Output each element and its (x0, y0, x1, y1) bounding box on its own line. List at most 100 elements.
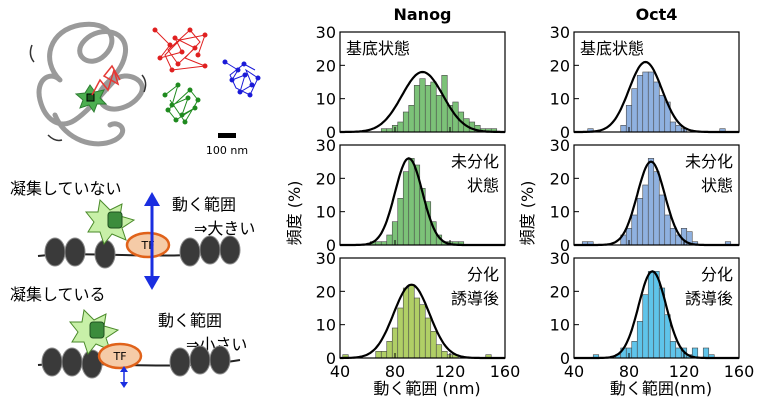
histogram-bar (631, 341, 638, 359)
x-tick-label: 40 (330, 362, 350, 381)
histogram-bar (408, 284, 415, 359)
plot-frame (573, 31, 740, 133)
chromatin-fiber (36, 21, 145, 147)
condition-label: 基底状態 (346, 39, 410, 58)
tf-dot (86, 93, 95, 102)
arrowhead-up (120, 366, 128, 372)
histogram-bar (669, 228, 677, 246)
histogram-bar (631, 88, 638, 133)
histogram-bar (402, 111, 410, 133)
histogram-bar (653, 271, 660, 359)
histogram-bar (642, 184, 649, 246)
histogram-nanog-0: 0 10 20 30 Nanog 基底状態 (316, 5, 506, 142)
x-tick-label: 80 (385, 362, 405, 381)
histogram-bar (435, 344, 443, 359)
plot-frame (339, 257, 506, 359)
histogram-bar (647, 71, 655, 133)
y-tick-label: 0 (560, 236, 570, 255)
y-tick-label: 0 (326, 123, 336, 142)
chart-title: Oct4 (636, 5, 678, 24)
histogram-bar (636, 321, 644, 359)
histogram-bar (413, 85, 421, 133)
histogram-bar (397, 121, 404, 133)
scenario-condensed: 凝集している 動く範囲 ⇒小さい TF (10, 285, 247, 388)
plot-frame (573, 257, 740, 359)
y-tick-label: 10 (316, 316, 336, 335)
histogram-bar (397, 307, 404, 359)
histogram-bar (675, 125, 682, 133)
scenario-title: 凝集している (10, 285, 106, 304)
histogram-bar (664, 214, 671, 246)
gaussian-fit-line (340, 70, 505, 134)
scale-bar-label: 100 nm (206, 144, 248, 157)
histogram-bar (435, 95, 443, 133)
cofactor-cylinder (107, 211, 123, 229)
motion-mark (47, 134, 63, 142)
trajectory-blue (222, 59, 261, 98)
histogram-bar (430, 81, 437, 133)
histogram-bar (386, 341, 393, 359)
histogram-bar (631, 214, 638, 246)
motion-mark (141, 74, 147, 93)
histogram-bar (419, 78, 426, 133)
histogram-bar (636, 75, 644, 133)
condition-label: 誘導後 (451, 289, 499, 308)
histogram-bar (397, 198, 404, 246)
y-tick-label: 20 (316, 56, 336, 75)
y-tick-label: 10 (316, 90, 336, 109)
histogram-bar (669, 341, 677, 359)
scenario-title: 凝集していない (10, 179, 122, 198)
histogram-bar (424, 317, 432, 359)
y-axis-label-left: 頻度 (%) (285, 181, 304, 246)
trajectory-red (152, 27, 208, 73)
range-label: 動く範囲 (158, 311, 222, 330)
histogram-bar (402, 287, 410, 359)
chart-title: Nanog (393, 5, 451, 24)
y-tick-label: 0 (560, 123, 570, 142)
histogram-bar (669, 121, 677, 133)
scenario-not-condensed: 凝集していない 動く範囲 ⇒大きい TF (10, 179, 255, 290)
histogram-bar (702, 347, 710, 359)
chromatin-trajectory-illustration: 100 nm (29, 21, 261, 157)
nucleosome-row (41, 345, 231, 379)
tf-ellipse (125, 231, 171, 259)
arrowhead-down (144, 276, 160, 290)
tf-label: TF (112, 350, 126, 363)
y-tick-label: 10 (550, 203, 570, 222)
condition-label: 未分化 (451, 152, 499, 171)
histogram-bar (647, 158, 655, 246)
trajectory-green (162, 82, 201, 125)
y-tick-label: 20 (550, 169, 570, 188)
y-tick-label: 30 (316, 249, 336, 268)
y-tick-label: 10 (550, 90, 570, 109)
histogram-bar (636, 198, 644, 246)
x-tick-label: 160 (490, 362, 521, 381)
histogram-bar (658, 194, 666, 246)
condition-label: 状態 (701, 176, 733, 195)
motion-mark (29, 44, 35, 63)
condition-label: 状態 (467, 176, 499, 195)
scale-bar (218, 133, 236, 138)
histogram-bar (653, 81, 660, 133)
x-tick-label: 80 (619, 362, 639, 381)
histogram-bar (642, 71, 649, 133)
y-tick-label: 30 (316, 136, 336, 155)
histogram-bar (402, 171, 410, 246)
histogram-bar (620, 125, 627, 133)
y-tick-label: 10 (316, 203, 336, 222)
y-tick-label: 0 (326, 236, 336, 255)
plot-frame (573, 144, 740, 246)
y-tick-label: 30 (550, 23, 570, 42)
arrowhead-up (144, 192, 160, 206)
nucleosome-row (44, 235, 241, 269)
y-tick-label: 20 (316, 282, 336, 301)
x-tick-label: 40 (564, 362, 584, 381)
x-tick-label: 120 (435, 362, 466, 381)
histogram-bar (380, 351, 388, 359)
histogram-bar (441, 351, 448, 359)
